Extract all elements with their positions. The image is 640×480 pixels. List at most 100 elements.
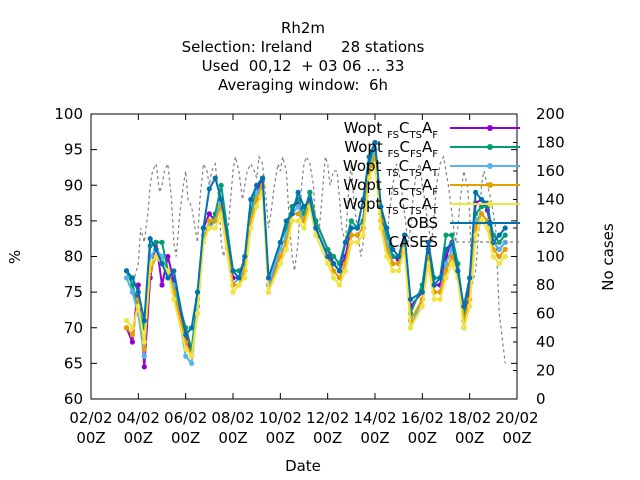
data-point [183,332,189,338]
y2-tick-label: 180 [536,134,565,152]
data-point [277,239,283,245]
data-point [360,196,366,203]
data-point [295,189,301,195]
legend-label-part: Wopt [343,195,386,213]
data-point [248,225,254,231]
data-point [289,218,295,224]
x-tick-label-hour: 00Z [360,429,389,447]
legend-label-part: C [399,157,409,175]
data-point [378,225,384,231]
data-point [348,239,354,245]
data-point [218,182,224,188]
data-point [123,275,130,281]
data-point [265,275,272,281]
legend-item: Wopt TSCTSAF [343,176,520,198]
data-point [135,282,141,288]
y2-tick-label: 100 [536,248,565,266]
legend-label: Wopt FSCTSAF [344,119,438,141]
data-point [449,261,455,267]
y-tick-label: 90 [64,176,83,194]
data-point [443,232,449,238]
x-tick-label-hour: 00Z [218,429,247,447]
legend-label-part: C [399,119,409,137]
data-point [301,204,307,210]
data-point [277,261,283,267]
series-5 [123,161,508,359]
y2-tick-label: 40 [536,333,555,351]
data-point [478,204,485,210]
data-point [194,289,201,295]
legend-label-part: TS [408,168,421,179]
legend-label-part: TS [409,187,422,198]
y2-tick-label: 120 [536,219,565,237]
legend-label-part: F [432,149,438,160]
y-tick-label: 80 [64,248,83,266]
data-point [189,325,195,331]
data-point [189,353,195,359]
data-point [171,268,177,274]
y-axis-ticks: 60 65 70 75 80 85 90 95 100 [54,105,517,408]
x-tick-label-hour: 00Z [76,429,105,447]
data-point [390,261,396,267]
x-tick-label-date: 20/02 [495,409,538,427]
data-point [165,275,171,281]
y2-tick-label: 200 [536,105,565,123]
data-point [189,360,195,366]
data-point [159,261,165,267]
data-point [147,236,153,242]
data-point [354,232,360,238]
data-point [419,289,425,295]
x-tick-label-hour: 00Z [313,429,342,447]
data-point [443,268,449,274]
y-tick-label: 75 [64,283,83,301]
data-point [455,268,461,274]
data-point [183,353,189,359]
data-point [165,268,171,274]
data-point [307,196,313,203]
data-point [129,325,135,331]
data-point [449,232,455,238]
data-point [123,268,130,274]
data-point [254,196,260,203]
y2-tick-label: 60 [536,305,555,323]
legend-label-part: FS [387,130,399,141]
chart-title: Rh2m Selection: Ireland 28 stations Used… [182,19,425,94]
data-point [496,253,502,260]
data-point [396,253,402,260]
y2-axis-label: No cases [599,223,617,291]
data-point [467,275,473,281]
legend-label-part: Wopt [343,176,386,194]
legend-item: Wopt TSCTSAT [343,157,520,179]
data-point [206,186,212,192]
x-tick-label-hour: 00Z [171,429,200,447]
x-tick-label-date: 18/02 [448,409,491,427]
data-point [396,268,402,274]
legend-label-part: A [422,176,433,194]
data-point [295,204,301,210]
x-tick-label-date: 16/02 [401,409,444,427]
data-point [366,175,372,181]
y2-tick-label: 80 [536,276,555,294]
title-line-4: Averaging window: 6h [218,76,388,94]
title-line-1: Rh2m [281,19,325,37]
data-point [159,282,165,288]
data-point [248,196,254,203]
x-tick-label-hour: 00Z [408,429,437,447]
title-line-3: Used 00,12 + 03 06 ... 33 [202,57,405,75]
data-point [443,246,449,252]
data-point [123,318,130,324]
data-point [336,275,343,281]
data-point [260,175,266,181]
x-axis-label: Date [285,457,321,475]
y-tick-label: 85 [64,212,83,230]
title-line-2: Selection: Ireland 28 stations [182,38,425,56]
data-point [135,289,141,295]
legend-label: Wopt FSCFSAF [344,138,438,160]
legend-label-part: F [432,187,438,198]
data-point [467,303,473,309]
legend-item: Wopt FSCFSAF [344,138,520,160]
data-point [206,225,212,231]
data-point [342,239,348,245]
x-axis-ticks: 02/02 00Z 04/02 00Z 06/02 00Z 08/02 00Z 10/02 00Z… [69,114,539,447]
legend-label: OBS [407,214,438,232]
